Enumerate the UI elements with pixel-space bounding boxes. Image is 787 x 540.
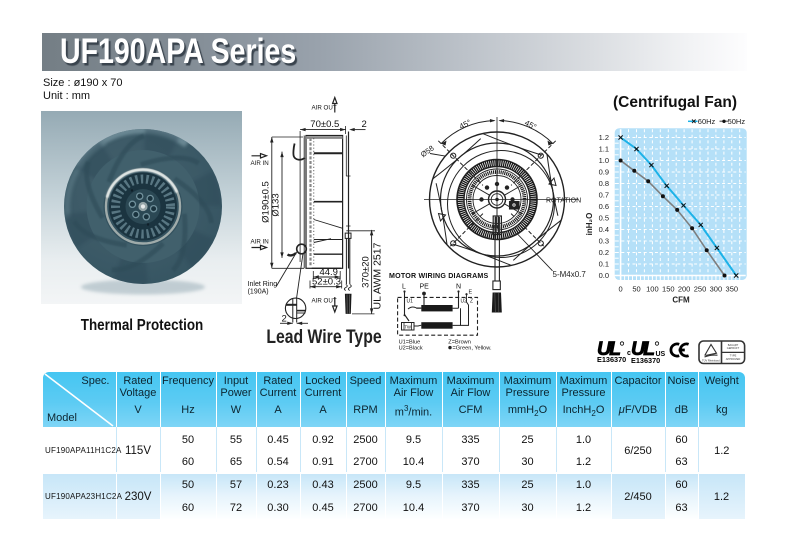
svg-text:370±20: 370±20 (360, 256, 371, 288)
svg-text:inH₂O: inH₂O (585, 213, 594, 236)
svg-text:AIR IN: AIR IN (251, 238, 269, 245)
svg-text:300: 300 (710, 285, 723, 294)
svg-text:0.7: 0.7 (599, 191, 609, 200)
svg-text:1.0: 1.0 (599, 156, 609, 165)
svg-text:AIR OUT: AIR OUT (312, 298, 337, 305)
svg-text:AIR IN: AIR IN (251, 160, 269, 167)
svg-text:0.4: 0.4 (599, 225, 609, 234)
svg-text:0.6: 0.6 (599, 202, 609, 211)
svg-text:52±0.3: 52±0.3 (312, 277, 341, 288)
svg-text:5-M4x0.7: 5-M4x0.7 (553, 270, 587, 279)
svg-text:Ø58: Ø58 (419, 143, 436, 159)
svg-text:L: L (402, 284, 406, 291)
svg-text:0.2: 0.2 (599, 248, 609, 257)
svg-text:APPROVED: APPROVED (726, 357, 741, 361)
svg-text:0: 0 (619, 285, 623, 294)
svg-text:60Hz: 60Hz (698, 117, 716, 126)
svg-text:45°: 45° (523, 118, 538, 132)
svg-text:U2: U2 (461, 298, 468, 304)
svg-text:250: 250 (694, 285, 707, 294)
svg-text:TYPE: TYPE (730, 354, 737, 358)
svg-text:=Green, Yellow.: =Green, Yellow. (453, 346, 492, 352)
svg-text:TÜV Rheinland: TÜV Rheinland (702, 359, 720, 363)
svg-text:BAUART: BAUART (728, 343, 739, 347)
svg-text:0.0: 0.0 (599, 271, 609, 280)
svg-text:U1: U1 (407, 298, 414, 304)
svg-text:U2=Black: U2=Black (399, 346, 423, 352)
svg-text:N: N (456, 284, 461, 291)
svg-text:E: E (469, 290, 473, 296)
svg-text:45°: 45° (458, 118, 473, 132)
svg-text:Ø133: Ø133 (271, 193, 282, 216)
svg-text:1.1: 1.1 (599, 145, 609, 154)
svg-text:UL AWM 2517: UL AWM 2517 (372, 242, 384, 309)
svg-text:50: 50 (632, 285, 640, 294)
svg-text:350: 350 (726, 285, 739, 294)
svg-text:Z=Brown: Z=Brown (448, 340, 471, 346)
svg-text:0.5: 0.5 (599, 214, 609, 223)
svg-text:UL: UL (597, 338, 620, 360)
svg-text:c: c (627, 350, 631, 357)
svg-text:US: US (656, 351, 666, 358)
svg-text:E136370: E136370 (597, 355, 626, 364)
svg-text:2: 2 (282, 314, 287, 325)
svg-text:44.9: 44.9 (319, 267, 338, 278)
svg-text:ROTATION: ROTATION (546, 197, 581, 204)
svg-text:0.8: 0.8 (599, 179, 609, 188)
svg-text:0.9: 0.9 (599, 168, 609, 177)
svg-text:PE: PE (420, 284, 430, 291)
svg-text:2: 2 (362, 119, 367, 130)
svg-text:100: 100 (646, 285, 659, 294)
svg-text:Ø190±0.5: Ø190±0.5 (260, 181, 271, 223)
svg-text:UL: UL (631, 338, 654, 360)
svg-text:0.3: 0.3 (599, 237, 609, 246)
svg-text:1.2: 1.2 (599, 133, 609, 142)
svg-text:MOTOR WIRING DIAGRAMS: MOTOR WIRING DIAGRAMS (389, 272, 489, 280)
svg-text:150: 150 (662, 285, 675, 294)
svg-text:E136370: E136370 (631, 356, 660, 365)
svg-text:AIR OUT: AIR OUT (312, 105, 337, 112)
svg-text:U1=Blue: U1=Blue (399, 340, 421, 346)
svg-text:0.1: 0.1 (599, 260, 609, 269)
svg-text:(190A): (190A) (248, 289, 269, 296)
svg-text:50Hz: 50Hz (728, 117, 746, 126)
svg-text:GEPRÜFT: GEPRÜFT (727, 346, 740, 350)
svg-text:Inlet Ring: Inlet Ring (248, 281, 278, 288)
svg-text:Z: Z (470, 298, 473, 304)
svg-text:200: 200 (678, 285, 691, 294)
svg-text:TW: TW (405, 324, 412, 329)
svg-text:70±0.5: 70±0.5 (310, 119, 339, 130)
svg-text:CFM: CFM (672, 295, 690, 304)
